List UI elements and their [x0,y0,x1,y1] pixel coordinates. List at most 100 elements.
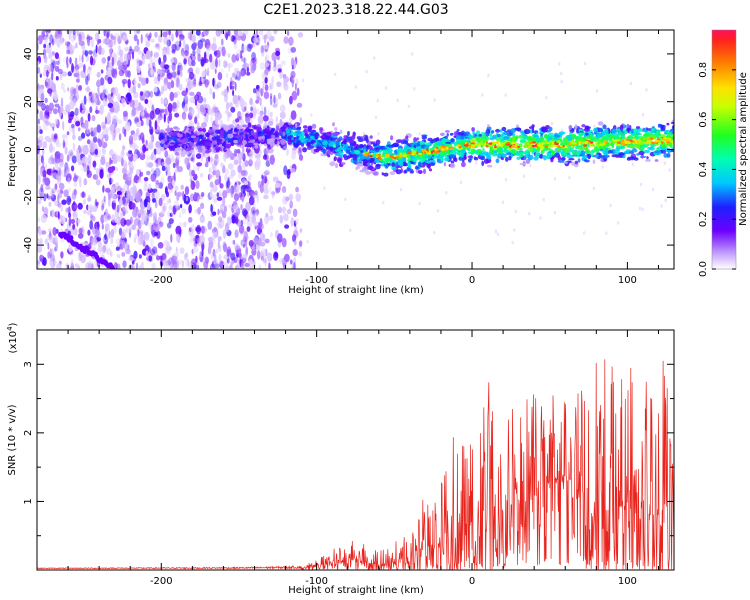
spectrogram-ridge-cell [220,148,223,152]
spectrogram-ridge-cell [159,132,164,137]
spectrogram-speckle [223,60,228,69]
spectrogram-speckle [63,141,66,148]
spectrogram-speckle [163,54,167,63]
spectrogram-speckle [48,52,53,59]
spectrogram-speckle [262,115,269,122]
spectrogram-speckle [601,165,604,169]
spectrogram-speckle [86,139,91,145]
spectrogram-speckle [349,228,352,233]
spectrogram-speckle [42,160,45,167]
spectrogram-ridge-cell [369,159,373,163]
spectrogram-speckle [264,238,270,244]
spectrogram-speckle [213,155,219,166]
spectrogram-speckle [148,119,152,128]
spectrogram-speckle [263,106,267,117]
spectrogram-ridge-cell [414,166,419,170]
spectrogram-speckle [37,139,43,149]
spectrogram-speckle [50,210,53,217]
spectrogram-speckle [54,151,61,159]
spectrogram-ridge-cell [334,152,341,157]
spectrogram-speckle [285,196,290,202]
spectrogram-speckle [609,203,612,208]
spectrogram-speckle [83,95,87,105]
spectrogram-speckle [93,136,98,143]
spectrogram-speckle [48,236,54,243]
spectrogram-speckle [132,84,136,94]
spectrogram-speckle [179,34,185,39]
spectrogram-speckle [374,115,378,120]
spectrogram-speckle [52,146,56,153]
spectrogram-speckle [188,71,195,80]
spectrogram-speckle [87,260,94,269]
spectrogram-speckle [128,48,135,55]
spectrogram-ridge-cell [337,158,342,164]
spectrogram-speckle [228,174,234,179]
spectrogram-speckle [560,71,563,76]
spectrogram-ridge-cell [216,138,223,143]
spectrogram-speckle [48,201,52,207]
spectrogram-speckle [138,134,141,141]
spectrogram-speckle [236,48,242,59]
spectrogram-ridge-cell [267,144,271,148]
spectrogram-speckle [264,256,267,267]
spectrogram-speckle [107,102,114,109]
spectrogram-ridge-cell [666,122,670,126]
spectrogram-speckle [199,55,203,60]
spectrogram-speckle [277,92,282,100]
spectrogram-speckle [213,106,219,113]
spectrogram-speckle [227,53,231,58]
spectrogram-speckle [79,135,82,141]
spectrogram-speckle [433,98,436,102]
spectrogram-speckle [134,99,139,109]
spectrogram-speckle [263,147,270,155]
spectrogram-speckle [44,36,48,44]
spectrogram-speckle [201,225,205,234]
spectrogram-speckle [144,107,147,117]
spectrogram-speckle [72,127,75,136]
spectrogram-speckle [631,162,635,167]
spectrogram-ridge-cell [484,151,487,157]
spectrogram-speckle [75,120,81,127]
spectrogram-speckle [249,97,253,106]
spectrogram-ridge-cell [471,149,476,153]
spectrogram-ridge-cell [405,135,409,139]
spectrogram-ridge-cell [165,141,168,145]
spectrogram-speckle [122,145,126,151]
spectrogram-ridge-peak [369,155,373,158]
spectrogram-speckle [77,233,84,239]
spectrogram-speckle [71,155,77,164]
spectrogram-speckle [112,115,118,124]
spectrogram-speckle [167,188,173,193]
spectrogram-speckle [223,88,228,98]
spectrogram-speckle [118,133,122,141]
spectrogram-speckle [221,46,226,57]
spectrogram-ridge-cell [366,162,371,166]
spectrogram-speckle [54,52,60,60]
spectrogram-speckle [106,215,112,221]
spectrogram-speckle [168,82,171,92]
spectrogram-speckle [155,141,162,149]
spectrogram-ridge-cell [523,150,530,155]
spectrogram-ridge-cell [316,141,320,144]
spectrogram-speckle [166,248,171,255]
spectrogram-speckle [211,163,215,170]
spectrogram-speckle [52,126,55,131]
spectrogram-speckle [101,223,104,230]
spectrogram-speckle [40,92,45,102]
spectrogram-ridge-cell [631,128,634,134]
spectrogram-speckle [80,116,84,125]
spectrogram-speckle [180,184,184,190]
spectrogram-speckle [60,82,65,91]
spectrogram-ridge-cell [425,142,431,146]
spectrogram-ridge-cell [396,148,400,154]
spectrogram-ridge-cell [593,127,598,133]
spectrogram-speckle [593,124,596,129]
spectrogram-ridge-cell [187,133,191,138]
spectrogram-speckle [102,39,106,44]
spectrogram-ridge-cell [395,169,402,175]
spectrogram-ridge-cell [427,137,433,142]
spectrogram-speckle [246,43,252,52]
spectrogram-speckle [230,252,236,261]
spectrogram-speckle [334,72,337,77]
